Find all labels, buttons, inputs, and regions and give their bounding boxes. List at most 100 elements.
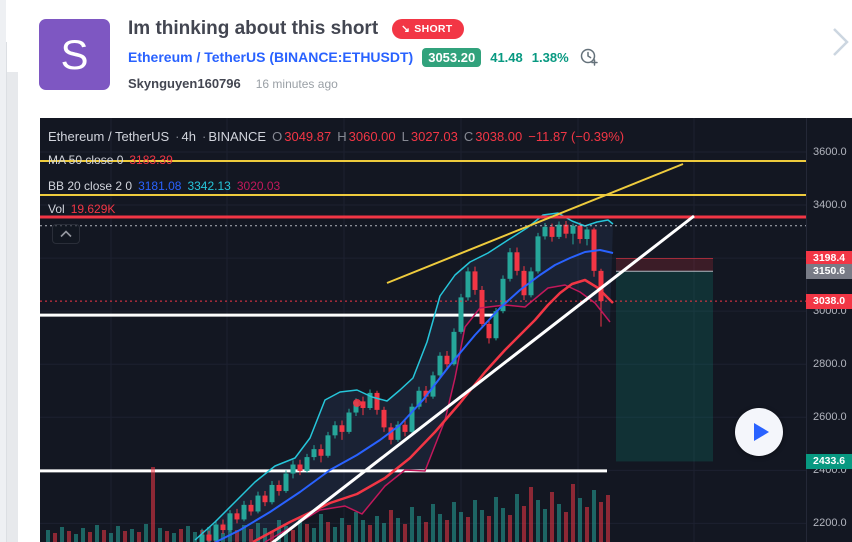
candle-body (199, 534, 205, 542)
bb-lower-line (264, 284, 611, 542)
candle-body (486, 323, 492, 339)
axis-price-badge[interactable]: 3038.0 (806, 293, 852, 309)
volume-bar (88, 532, 92, 542)
candle-body (325, 435, 331, 456)
volume-bar (473, 500, 477, 542)
axis-price-badge[interactable]: 2433.6 (806, 453, 852, 469)
yellow-trendline[interactable] (386, 163, 684, 284)
volume-bar (487, 516, 491, 542)
chart-legend-symbol-row[interactable]: Ethereum / TetherUS · 4h · BINANCE O 3049.87 H 3… (48, 129, 630, 144)
volume-bar (193, 532, 197, 542)
volume-bar (242, 525, 246, 542)
candle-body (521, 270, 527, 296)
legend-segment: 3060.00 (348, 129, 396, 144)
volume-bar (571, 484, 575, 542)
candle-body (535, 236, 541, 272)
short-position-profit-zone[interactable] (616, 271, 713, 462)
candle-body (311, 449, 317, 458)
price-chart-canvas[interactable] (40, 118, 852, 542)
short-position-stop-zone[interactable] (616, 258, 713, 272)
play-button[interactable] (735, 408, 783, 456)
axis-price-label: 2200.0 (813, 517, 847, 530)
volume-bar (298, 517, 302, 542)
legend-segment: O (272, 129, 283, 144)
symbol-ticker: (BINANCE:ETHUSDT) (269, 49, 414, 65)
volume-bar (522, 506, 526, 542)
volume-bar (557, 504, 561, 542)
volume-bar (130, 529, 134, 542)
volume-bar (81, 528, 85, 542)
idea-card: S Im thinking about this short ↘ SHORT E… (18, 0, 852, 112)
candle-body (248, 504, 254, 512)
candle-body (584, 229, 590, 240)
white-trendline[interactable] (236, 214, 695, 542)
volume-bar (459, 512, 463, 542)
volume-bar (592, 490, 596, 542)
axis-price-label: 2800.0 (813, 358, 847, 371)
volume-bar (116, 526, 120, 542)
price-axis[interactable]: 3600.0 3400.0 3000.0 2800.0 2600.0 2400.0 2200… (806, 118, 852, 542)
candle-body (206, 534, 212, 541)
candle-body (402, 424, 408, 432)
candle-body (563, 224, 569, 234)
volume-bar (375, 516, 379, 542)
add-alert-clock-icon[interactable] (578, 46, 600, 68)
collapse-legend-button[interactable] (52, 224, 80, 244)
short-direction-badge: ↘ SHORT (392, 19, 464, 39)
candle-body (395, 424, 401, 440)
legend-segment: 3049.87 (284, 129, 332, 144)
volume-bar (382, 523, 386, 542)
marker-dot[interactable] (353, 399, 361, 407)
candle-body (367, 392, 373, 409)
axis-price-label: 3600.0 (813, 146, 847, 158)
symbol-link[interactable]: Ethereum / TetherUS (BINANCE:ETHUSDT) (128, 49, 413, 65)
chevron-up-icon (60, 230, 72, 238)
volume-bar (53, 533, 57, 542)
volume-bar (291, 530, 295, 542)
volume-bar (480, 510, 484, 542)
author-name[interactable]: Skynguyen160796 (128, 76, 241, 91)
chevron-right-icon[interactable] (830, 26, 852, 58)
volume-bar (599, 502, 603, 542)
candle-body (493, 311, 499, 339)
legend-segment: C (463, 129, 474, 144)
chart-legend-volume-row[interactable]: Vol 19.629K (48, 202, 121, 216)
axis-price-badge[interactable]: 3150.6 (806, 263, 852, 279)
chart-legend-ma50-row[interactable]: MA 50 close 0 3183.39 (48, 153, 179, 167)
volume-bar (277, 520, 281, 542)
volume-bar (333, 527, 337, 542)
chart-panel: Ethereum / TetherUS · 4h · BINANCE O 3049.87 H 3… (40, 118, 852, 542)
legend-segment: −11.87 (−0.39%) (528, 129, 625, 144)
candle-body (283, 473, 289, 492)
volume-bar (123, 531, 127, 542)
volume-bar (438, 514, 442, 542)
candle-body (416, 390, 422, 407)
idea-title[interactable]: Im thinking about this short (128, 18, 379, 39)
volume-bar (466, 517, 470, 542)
volume-bar (396, 518, 400, 542)
avatar[interactable]: S (39, 19, 110, 90)
volume-bar (319, 514, 323, 542)
bb-legend-segment: BB 20 close 2 0 (48, 179, 133, 193)
volume-bar (368, 525, 372, 542)
candle-body (332, 425, 338, 436)
volume-bar (445, 520, 449, 542)
timestamp: 16 minutes ago (255, 77, 338, 91)
volume-bar (354, 512, 358, 542)
candle-body (388, 427, 394, 440)
volume-bar (151, 467, 155, 542)
candle-body (262, 495, 268, 503)
volume-bar (606, 495, 610, 542)
volume-bar (494, 497, 498, 542)
volume-bar (403, 524, 407, 542)
volume-bar (249, 529, 253, 542)
candle-body (374, 392, 380, 410)
bb-legend-segment: 3342.13 (187, 179, 231, 193)
axis-price-badge[interactable]: 3198.4 (806, 251, 852, 267)
candle-body (423, 390, 429, 397)
legend-segment: 3027.03 (410, 129, 458, 144)
candle-body (507, 252, 513, 279)
volume-bar (235, 530, 239, 542)
candle-body (577, 225, 583, 240)
chart-legend-bb-row[interactable]: BB 20 close 2 0 3181.08 3342.13 3020.03 (48, 179, 286, 193)
